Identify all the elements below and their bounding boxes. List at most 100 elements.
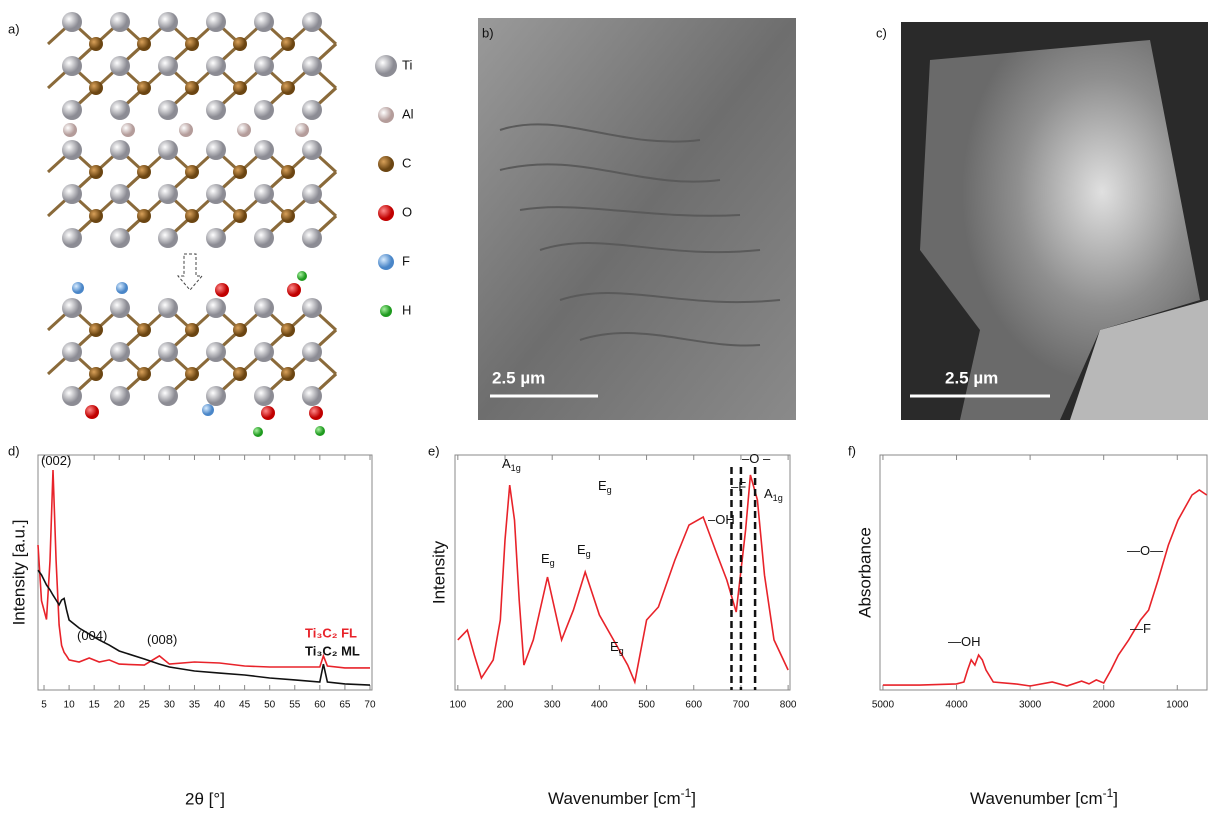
atom [281, 37, 295, 51]
atom [89, 37, 103, 51]
atom [158, 140, 178, 160]
annotation: A1g [764, 486, 783, 503]
atom [254, 342, 274, 362]
plot-frame [454, 454, 791, 691]
atom [62, 56, 82, 76]
x-tick-label: 600 [685, 700, 702, 711]
atom [281, 323, 295, 337]
atom [137, 37, 151, 51]
atom [378, 107, 394, 123]
atom [158, 56, 178, 76]
atom [185, 209, 199, 223]
panel-label: d) [8, 443, 20, 458]
atom [254, 12, 274, 32]
atom [62, 12, 82, 32]
atom [116, 282, 128, 294]
atom [158, 184, 178, 204]
atom [287, 283, 301, 297]
annotation: —OH [948, 634, 981, 649]
atom [254, 228, 274, 248]
atom [137, 209, 151, 223]
text-part: g [550, 558, 555, 568]
text-part: Wavenumber [cm [548, 789, 681, 808]
x-tick-label: 30 [164, 700, 176, 711]
atom [295, 123, 309, 137]
atom [72, 282, 84, 294]
sem-texture [499, 123, 781, 347]
atom [62, 298, 82, 318]
atom [110, 386, 130, 406]
x-tick-label: 20 [114, 700, 126, 711]
x-tick-label: 700 [733, 700, 750, 711]
atom [302, 228, 322, 248]
atom [233, 209, 247, 223]
annotation: (008) [147, 632, 177, 647]
atom [85, 405, 99, 419]
structure-panel [46, 12, 397, 437]
atom [110, 228, 130, 248]
atom [281, 165, 295, 179]
x-axis-label: Wavenumber [cm-1] [548, 786, 696, 808]
atom [233, 37, 247, 51]
atom [237, 123, 251, 137]
atom [137, 367, 151, 381]
data-line [37, 569, 371, 686]
sem-flake [920, 40, 1200, 420]
atom [62, 386, 82, 406]
atom [89, 81, 103, 95]
x-tick-label: 2000 [1093, 700, 1116, 711]
x-tick-label: 800 [780, 700, 797, 711]
atom [254, 140, 274, 160]
text-part: A [502, 456, 511, 471]
atom [158, 342, 178, 362]
x-tick-label: 500 [638, 700, 655, 711]
data-line [882, 489, 1208, 687]
atom [254, 386, 274, 406]
annotation: –O – [742, 451, 771, 466]
annotation: A1g [502, 456, 521, 473]
scale-bar-label: 2.5 µm [945, 368, 998, 387]
atom [110, 342, 130, 362]
atom [158, 386, 178, 406]
x-tick-label: 200 [497, 700, 514, 711]
atom [378, 156, 394, 172]
x-tick-label: 40 [214, 700, 226, 711]
atom [89, 367, 103, 381]
atom [206, 386, 226, 406]
annotation: Eg [541, 551, 555, 568]
atom [206, 298, 226, 318]
x-tick-label: 10 [64, 700, 76, 711]
series-label: Ti₃C₂ FL [305, 625, 357, 640]
y-axis-label: Absorbance [855, 527, 874, 618]
y-axis-label: Intensity [429, 540, 448, 604]
atom [185, 37, 199, 51]
x-tick-label: 60 [314, 700, 326, 711]
x-tick-label: 5000 [872, 700, 895, 711]
annotation: Eg [610, 639, 624, 656]
text-part: 1g [511, 463, 521, 473]
panel-label: f) [848, 443, 856, 458]
atom [110, 140, 130, 160]
atom [62, 184, 82, 204]
x-tick-label: 50 [264, 700, 276, 711]
atom [185, 367, 199, 381]
series-label: Ti₃C₂ ML [305, 643, 360, 658]
legend-label: F [402, 253, 410, 268]
x-tick-label: 3000 [1019, 700, 1042, 711]
x-tick-label: 400 [591, 700, 608, 711]
text-part: -1 [1103, 786, 1114, 800]
atom [233, 367, 247, 381]
atom [233, 165, 247, 179]
x-tick-label: 100 [449, 700, 466, 711]
sem-flake [1070, 300, 1208, 420]
text-part: Wavenumber [cm [970, 789, 1103, 808]
atom [378, 254, 394, 270]
atom [110, 12, 130, 32]
legend-label: O [402, 204, 412, 219]
atom [309, 406, 323, 420]
annotation: —O— [1127, 543, 1163, 558]
atom [281, 209, 295, 223]
text-part: –O – [742, 451, 771, 466]
text-part: g [586, 549, 591, 559]
